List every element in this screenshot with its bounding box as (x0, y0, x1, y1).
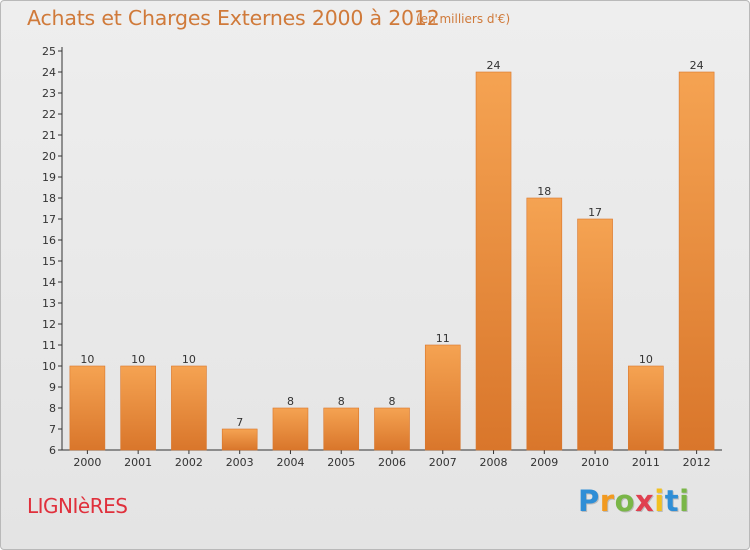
chart-title: Achats et Charges Externes 2000 à 2012 (27, 6, 440, 30)
data-label-2007: 11 (436, 332, 450, 345)
logo-letter: x (635, 484, 655, 518)
bar-2006 (374, 407, 410, 451)
y-tick-label: 7 (49, 423, 56, 436)
data-label-2010: 17 (588, 206, 602, 219)
y-tick-label: 6 (49, 444, 56, 457)
y-tick-label: 24 (42, 66, 56, 79)
logo-letter: t (664, 484, 680, 518)
bar-2003 (221, 428, 258, 451)
bar-2002 (171, 365, 207, 451)
x-tick-label: 2002 (175, 456, 203, 469)
proxiti-logo: Proxiti (578, 484, 690, 518)
y-tick-label: 25 (42, 45, 56, 58)
y-tick-label: 13 (42, 297, 56, 310)
bar-2009 (526, 197, 563, 451)
bar-2001 (120, 365, 156, 451)
data-labels: 10 10 10 7 8 8 8 11 24 18 17 10 24 (80, 59, 703, 429)
y-tick-label: 15 (42, 255, 56, 268)
y-tick-label: 23 (42, 87, 56, 100)
x-tick-label: 2006 (378, 456, 406, 469)
y-tick-label: 12 (42, 318, 56, 331)
data-label-2005: 8 (338, 395, 345, 408)
data-label-2001: 10 (131, 353, 145, 366)
y-tick-label: 19 (42, 171, 56, 184)
bar-2008 (475, 71, 512, 451)
x-tick-label: 2004 (276, 456, 304, 469)
y-tick-label: 22 (42, 108, 56, 121)
data-label-2004: 8 (287, 395, 294, 408)
bar-2011 (628, 365, 664, 451)
data-label-2003: 7 (236, 416, 243, 429)
data-label-2012: 24 (690, 59, 704, 72)
bar-2005 (323, 407, 360, 451)
y-tick-label: 20 (42, 150, 56, 163)
x-tick-label: 2010 (581, 456, 609, 469)
y-tick-label: 9 (49, 381, 56, 394)
y-tick-label: 16 (42, 234, 56, 247)
data-label-2006: 8 (389, 395, 396, 408)
y-tick-label: 14 (42, 276, 56, 289)
y-axis: 6 7 8 9 10 11 12 13 14 15 16 17 18 19 20 21 22 23 24 25 (42, 45, 63, 457)
x-tick-label: 2009 (530, 456, 558, 469)
y-tick-label: 18 (42, 192, 56, 205)
x-tick-label: 2007 (429, 456, 457, 469)
y-tick-label: 21 (42, 129, 56, 142)
x-tick-label: 2008 (480, 456, 508, 469)
logo-letter: i (679, 484, 690, 518)
logo-letter: P (578, 484, 600, 518)
bar-2012 (678, 71, 715, 451)
x-tick-label: 2005 (327, 456, 355, 469)
bars (69, 71, 715, 451)
x-axis: 2000 2001 2002 2003 2004 2005 2006 2007 2008 2009… (62, 449, 722, 469)
x-tick-label: 2011 (632, 456, 660, 469)
data-label-2000: 10 (80, 353, 94, 366)
bar-2010 (577, 218, 613, 451)
data-label-2008: 24 (487, 59, 501, 72)
chart-subtitle: (en milliers d'€) (416, 12, 511, 26)
x-tick-label: 2012 (683, 456, 711, 469)
logo-letter: i (654, 484, 665, 518)
bar-2007 (424, 344, 461, 451)
bar-2000 (69, 365, 106, 451)
x-tick-label: 2003 (226, 456, 254, 469)
location-name: LIGNIèRES (27, 494, 128, 518)
logo-letter: o (614, 484, 636, 518)
bar-2004 (272, 407, 309, 451)
y-tick-label: 8 (49, 402, 56, 415)
data-label-2009: 18 (537, 185, 551, 198)
x-tick-label: 2000 (73, 456, 101, 469)
x-tick-label: 2001 (124, 456, 152, 469)
y-tick-label: 11 (42, 339, 56, 352)
logo-letter: r (599, 484, 615, 518)
y-tick-label: 17 (42, 213, 56, 226)
data-label-2002: 10 (182, 353, 196, 366)
data-label-2011: 10 (639, 353, 653, 366)
y-tick-label: 10 (42, 360, 56, 373)
